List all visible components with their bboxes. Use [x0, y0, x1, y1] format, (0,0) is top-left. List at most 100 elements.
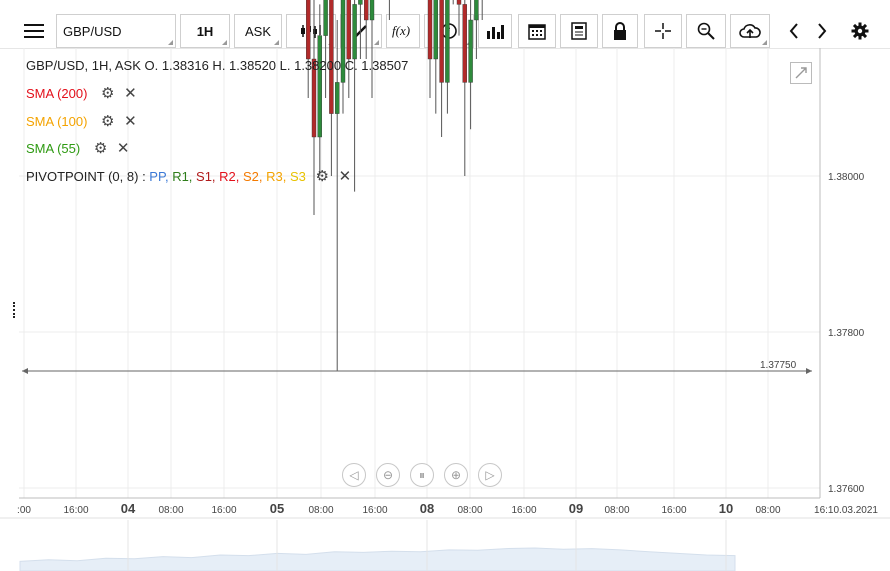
time-tick: 08:00	[158, 505, 183, 516]
pivot-r1: R1,	[168, 169, 193, 184]
function-icon: f(x)	[392, 23, 410, 38]
candle-body	[427, 0, 433, 60]
candle-body	[311, 58, 317, 138]
gear-icon[interactable]: ⚙	[101, 85, 115, 102]
zoom-out-button[interactable]: ⊖	[376, 463, 400, 487]
price-tick: 1.38000	[828, 172, 865, 183]
expand-button[interactable]	[790, 62, 812, 84]
price-tick: 1.37600	[828, 484, 865, 495]
candle-body	[445, 0, 450, 83]
time-axis: :00 16:00 04 08:00 16:00 05 08:00 16:00 08 08:00 1…	[17, 497, 878, 516]
svg-text:f(x): f(x)	[392, 23, 410, 38]
pivot-r2: R2,	[215, 169, 240, 184]
crosshair-icon	[655, 23, 671, 39]
calendar-icon	[528, 24, 546, 40]
timeframe-value: 1H	[196, 23, 214, 39]
pivot-label: PIVOTPOINT (0, 8)	[26, 169, 139, 184]
price-type-select[interactable]: ASK	[234, 14, 282, 48]
candle-body	[329, 0, 334, 114]
candle-body	[335, 82, 340, 114]
sma100-label: SMA (100)	[26, 114, 88, 129]
candles	[306, 0, 483, 371]
time-tick: 16:10.03.2021	[814, 505, 878, 516]
close-icon[interactable]: ✕	[124, 85, 137, 102]
volume-button[interactable]	[478, 14, 512, 48]
toolbar: GBP/USD 1H ASK f(x) i	[0, 0, 890, 49]
close-icon[interactable]: ✕	[338, 168, 352, 185]
zoom-in-icon: ⊕	[450, 468, 462, 482]
candle-body	[456, 0, 462, 5]
function-button[interactable]: f(x)	[386, 14, 420, 48]
time-tick: 16:00	[362, 505, 387, 516]
cloud-upload-icon	[739, 24, 761, 38]
symbol-select[interactable]: GBP/USD	[56, 14, 176, 48]
lock-button[interactable]	[602, 14, 638, 48]
candle-body	[358, 0, 363, 5]
time-tick: 16:00	[661, 505, 686, 516]
time-tick: 09	[569, 501, 583, 516]
pivot-s1: S1,	[192, 169, 216, 184]
calendar-button[interactable]	[518, 14, 556, 48]
zoom-icon	[697, 22, 715, 40]
pivot-separator: :	[138, 169, 150, 184]
time-tick: 16:00	[211, 505, 236, 516]
candle-body	[352, 4, 357, 60]
settings-button[interactable]	[846, 14, 874, 48]
ohlc-header: GBP/USD, 1H, ASK O. 1.38316 H. 1.38520 L…	[26, 58, 409, 73]
close-icon[interactable]: ✕	[116, 140, 130, 157]
arrow-left-icon	[789, 23, 798, 39]
arrow-right-icon	[818, 23, 827, 39]
chevron-left-icon: ◁	[349, 468, 359, 482]
pivot-s2: S2,	[239, 169, 263, 184]
low-marker-label: 1.37750	[760, 360, 797, 371]
pan-right-button[interactable]: ▷	[478, 463, 502, 487]
gear-icon[interactable]: ⚙	[101, 113, 115, 130]
zoom-button[interactable]	[686, 14, 726, 48]
pan-left-button[interactable]: ◁	[342, 463, 366, 487]
timeframe-select[interactable]: 1H	[180, 14, 230, 48]
fit-icon: ⏸	[418, 467, 425, 482]
legend-sma200: SMA (200) ⚙ ✕	[26, 84, 137, 102]
menu-button[interactable]	[16, 14, 52, 48]
gear-icon	[851, 22, 869, 40]
candle-body	[346, 0, 351, 60]
cloud-button[interactable]	[730, 14, 770, 48]
expand-icon	[795, 67, 807, 79]
volume-navigator	[0, 517, 890, 571]
pivot-pp: PP,	[149, 169, 169, 184]
time-tick: 08:00	[457, 505, 482, 516]
zoom-out-icon: ⊖	[382, 468, 394, 482]
legend-sma100: SMA (100) ⚙ ✕	[26, 112, 137, 130]
close-icon[interactable]: ✕	[124, 113, 137, 130]
candle-body	[364, 0, 369, 21]
time-tick: 08:00	[604, 505, 629, 516]
time-tick: 08:00	[308, 505, 333, 516]
crosshair-button[interactable]	[644, 14, 682, 48]
chevron-right-icon: ▷	[485, 468, 495, 482]
scroll-right-button[interactable]	[808, 14, 836, 48]
legend-pivot: PIVOTPOINT (0, 8) : PP, R1, S1, R2, S2, …	[26, 167, 351, 185]
drag-handle[interactable]	[13, 302, 18, 318]
time-tick: 08:00	[755, 505, 780, 516]
low-marker: 1.37750	[22, 360, 812, 374]
chart-grid	[19, 48, 820, 498]
price-tick: 1.37800	[828, 328, 865, 339]
sma55-label: SMA (55)	[26, 141, 81, 156]
news-icon	[571, 22, 587, 40]
candle-body	[462, 4, 467, 83]
legend-sma55: SMA (55) ⚙ ✕	[26, 139, 129, 157]
candle-body	[340, 0, 346, 83]
fit-button[interactable]: ⏸	[410, 463, 434, 487]
pivot-r3: R3,	[262, 169, 287, 184]
time-tick: 16:00	[63, 505, 88, 516]
candle-body	[474, 0, 479, 21]
news-button[interactable]	[560, 14, 598, 48]
time-tick: 04	[121, 501, 136, 516]
scroll-left-button[interactable]	[780, 14, 808, 48]
candle-body	[306, 0, 311, 60]
zoom-in-button[interactable]: ⊕	[444, 463, 468, 487]
candle-body	[369, 0, 375, 21]
gear-icon[interactable]: ⚙	[315, 168, 329, 185]
gear-icon[interactable]: ⚙	[93, 140, 108, 157]
